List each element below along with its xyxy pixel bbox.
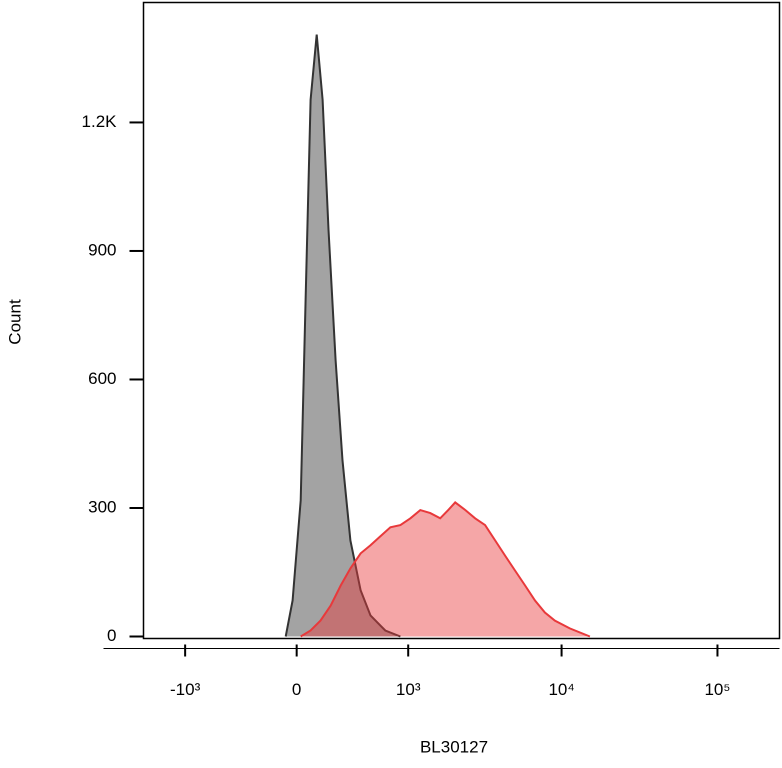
x-tick-label: 10⁵ — [704, 680, 730, 699]
plot-frame — [142, 1, 781, 640]
y-axis-label: Count — [5, 299, 24, 345]
x-tick-label: 10⁴ — [548, 680, 574, 699]
x-axis-label: BL30127 — [420, 737, 488, 756]
y-tick-label: 900 — [88, 240, 116, 259]
x-tick-label: 10³ — [396, 680, 421, 699]
y-tick-label: 0 — [107, 626, 116, 645]
histogram-line — [284, 34, 401, 638]
y-tick-label: 300 — [88, 497, 116, 516]
x-tick-label: -10³ — [170, 680, 201, 699]
y-tick-label: 600 — [88, 369, 116, 388]
histogram-area — [285, 34, 401, 637]
histogram-line — [300, 501, 591, 638]
y-tick-label: 1.2K — [82, 112, 118, 131]
x-tick-label: 0 — [292, 680, 301, 699]
histogram-area — [300, 502, 590, 637]
